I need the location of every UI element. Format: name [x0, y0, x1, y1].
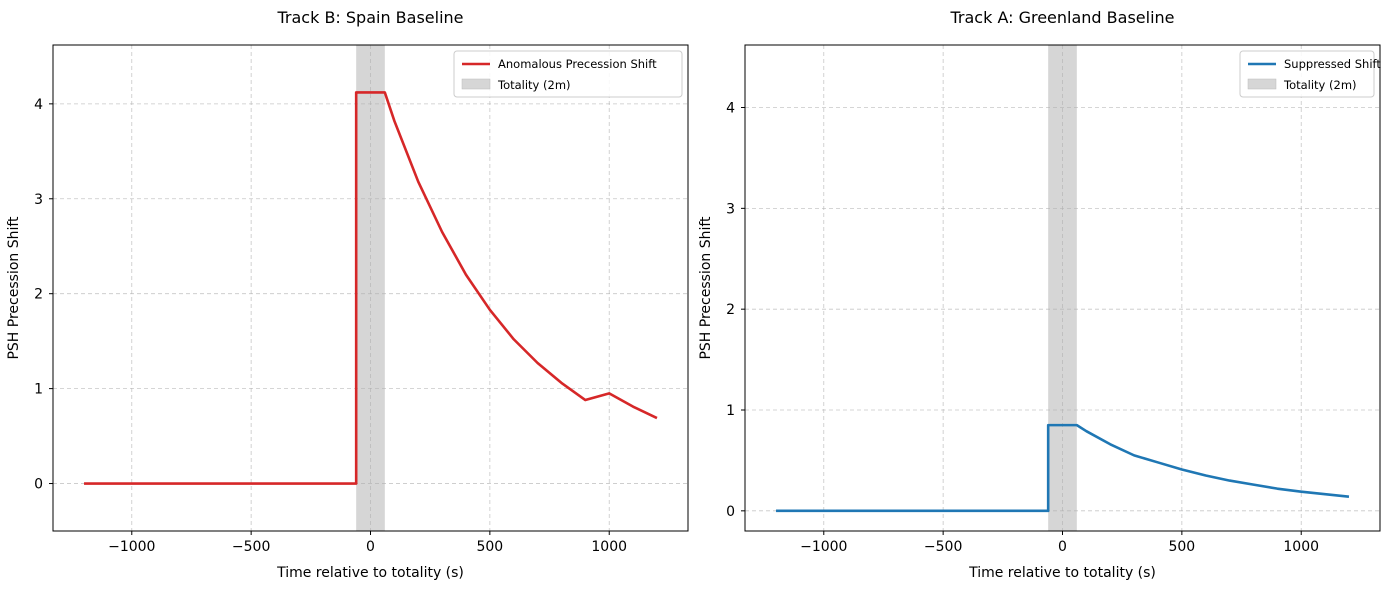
- y-tick-label: 0: [726, 504, 735, 520]
- x-axis-label: Time relative to totality (s): [276, 565, 464, 581]
- y-axis-label: PSH Precession Shift: [698, 216, 714, 360]
- legend-label-series: Anomalous Precession Shift: [498, 57, 657, 71]
- x-tick-label: 500: [476, 539, 503, 555]
- x-tick-label: −500: [924, 539, 962, 555]
- legend-patch-swatch: [461, 78, 491, 90]
- y-tick-label: 4: [34, 97, 43, 113]
- chart-title: Track A: Greenland Baseline: [949, 8, 1174, 27]
- y-tick-label: 1: [34, 382, 43, 398]
- x-axis-label: Time relative to totality (s): [968, 565, 1156, 581]
- legend-label-totality: Totality (2m): [1283, 78, 1357, 92]
- legend: Suppressed Shift Totality (2m): [1239, 50, 1381, 98]
- y-tick-label: 2: [34, 287, 43, 303]
- x-tick-label: 1000: [591, 539, 627, 555]
- legend-patch-swatch: [1247, 78, 1277, 90]
- totality-span: [356, 45, 385, 531]
- x-tick-label: −1000: [800, 539, 847, 555]
- x-tick-label: 500: [1168, 539, 1195, 555]
- chart-title: Track B: Spain Baseline: [276, 8, 463, 27]
- y-tick-label: 4: [726, 101, 735, 117]
- legend-label-totality: Totality (2m): [497, 78, 571, 92]
- y-tick-label: 0: [34, 477, 43, 493]
- x-tick-label: 0: [1058, 539, 1067, 555]
- x-tick-label: −1000: [108, 539, 155, 555]
- series-line-0: [776, 423, 1350, 513]
- series-line-0: [84, 91, 658, 485]
- chart-panel-0: −1000 −500 0 500 1000 0 1 2 3 4 Track B: Spain Bas…: [6, 8, 689, 581]
- chart-panel-1: −1000 −500 0 500 1000 0 1 2 3 4 Track A: Greenland…: [698, 8, 1381, 581]
- legend: Anomalous Precession Shift Totality (2m): [453, 50, 683, 98]
- y-tick-label: 2: [726, 302, 735, 318]
- x-tick-label: −500: [232, 539, 270, 555]
- legend-label-series: Suppressed Shift: [1284, 57, 1381, 71]
- x-tick-label: 1000: [1283, 539, 1319, 555]
- y-tick-label: 3: [726, 201, 735, 217]
- legend-box: [453, 50, 683, 98]
- y-axis-label: PSH Precession Shift: [6, 216, 22, 360]
- totality-span: [1048, 45, 1077, 531]
- y-tick-label: 1: [726, 403, 735, 419]
- y-tick-label: 3: [34, 192, 43, 208]
- x-tick-label: 0: [366, 539, 375, 555]
